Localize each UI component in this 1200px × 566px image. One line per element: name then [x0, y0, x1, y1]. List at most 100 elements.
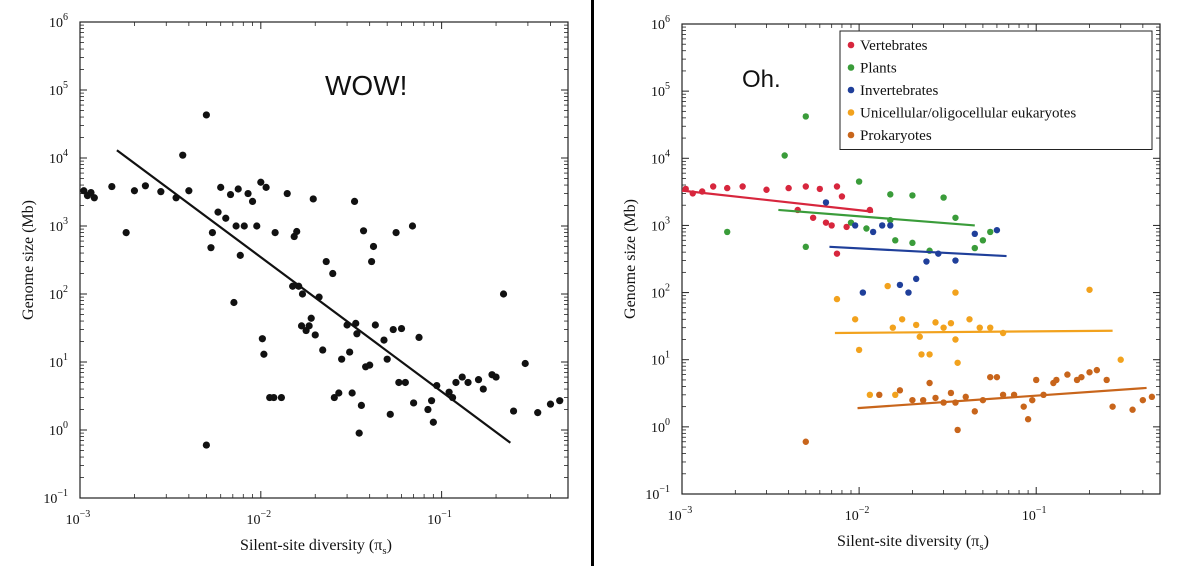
left-data-point — [329, 269, 337, 278]
left-data-point — [521, 359, 529, 368]
prokaryotes-point — [971, 408, 978, 415]
unicellular-oligocellular-eukaryotes-point — [947, 319, 955, 327]
left-data-point — [244, 189, 252, 198]
invertebrates-point — [878, 222, 886, 229]
plants-fit-line — [778, 208, 975, 227]
left-data-point — [305, 322, 313, 330]
right-y-tick-label: 101 — [651, 350, 670, 369]
left-data-point — [371, 321, 379, 329]
vertebrates-point — [816, 185, 824, 193]
vertebrates-point — [709, 183, 717, 190]
left-data-point — [283, 189, 291, 198]
left-data-point — [185, 187, 193, 195]
left-data-point — [322, 257, 330, 266]
left-data-point — [297, 322, 306, 330]
series-prokaryotes — [802, 366, 1156, 445]
vertebrates-point — [843, 223, 850, 231]
left-data-point — [366, 361, 374, 369]
series-invertebrates — [822, 199, 1007, 296]
prokaryotes-point — [1053, 376, 1060, 384]
left-y-tick-label: 10−1 — [43, 488, 68, 507]
prokaryotes-point — [909, 396, 916, 404]
invertebrates-point — [869, 228, 877, 236]
right-x-tick-label: 10−3 — [668, 505, 693, 524]
plants-point — [887, 191, 894, 198]
legend-label: Prokaryotes — [860, 128, 932, 144]
left-data-point — [338, 355, 346, 363]
unicellular-oligocellular-eukaryotes-point — [855, 346, 863, 354]
plants-point — [971, 244, 978, 252]
invertebrates-point — [896, 281, 904, 289]
left-data-point — [202, 111, 210, 119]
left-data-point — [350, 197, 359, 206]
left-data-point — [253, 222, 261, 230]
legend-label: Vertebrates — [860, 38, 928, 54]
left-data-point — [260, 350, 268, 358]
left-data-point — [232, 222, 240, 230]
left-y-tick-label: 106 — [49, 12, 68, 31]
right-axes: 10−1 100 101 102 103 104 105 106 10−3 10−2 10−1 Sil… — [622, 14, 1161, 553]
left-data-point — [217, 183, 225, 191]
left-data-point — [277, 393, 286, 402]
left-data-point — [359, 227, 368, 235]
right-x-axis-label: Silent-site diversity (πs) — [837, 533, 989, 553]
left-data-point — [452, 378, 460, 387]
prokaryotes-point — [947, 389, 955, 397]
plants-point — [987, 228, 994, 236]
left-data-point — [309, 195, 317, 203]
series-unicellular-oligocellular-eukaryotes — [833, 282, 1124, 399]
left-data-point — [458, 373, 466, 381]
left-data-point — [392, 228, 400, 237]
vertebrates-point — [833, 250, 841, 257]
unicellular-oligocellular-eukaryotes-point — [940, 324, 947, 331]
prokaryotes-point — [1109, 403, 1116, 410]
right-y-axis-label: Genome size (Mb) — [622, 199, 639, 319]
series-vertebrates — [681, 183, 874, 257]
left-data-point — [389, 325, 397, 334]
unicellular-oligocellular-eukaryotes-point — [892, 391, 899, 399]
prokaryotes-point — [1078, 373, 1085, 381]
legend-marker — [847, 64, 855, 71]
unicellular-oligocellular-eukaryotes-fit-line — [834, 329, 1113, 335]
left-data-point — [130, 187, 139, 195]
legend-label: Plants — [860, 61, 897, 77]
left-data-point — [415, 333, 423, 342]
left-data-point — [262, 183, 270, 191]
left-data-point — [346, 348, 354, 356]
prokaryotes-point — [1129, 406, 1136, 413]
legend-marker — [847, 86, 855, 94]
invertebrates-point — [923, 258, 930, 265]
prokaryotes-point — [1029, 396, 1036, 404]
legend-label: Unicellular/oligocellular eukaryotes — [860, 106, 1076, 122]
unicellular-oligocellular-eukaryotes-point — [889, 324, 897, 331]
left-data-point — [492, 373, 500, 381]
right-x-tick-label: 10−1 — [1022, 505, 1047, 524]
left-data-point — [207, 244, 215, 252]
prokaryotes-point — [993, 373, 1001, 381]
prokaryotes-point — [1024, 416, 1032, 423]
prokaryotes-point — [987, 373, 994, 381]
vertebrates-point — [785, 184, 792, 192]
prokaryotes-point — [1020, 403, 1027, 410]
left-data-point — [240, 222, 248, 230]
left-data-point — [397, 324, 406, 333]
vertebrates-point — [833, 183, 841, 190]
left-y-axis-label: Genome size (Mb) — [20, 200, 37, 320]
left-data-point — [556, 397, 564, 405]
left-data-point — [357, 401, 365, 410]
left-data-point — [298, 290, 307, 298]
left-y-tick-label: 100 — [49, 420, 68, 439]
plants-point — [909, 239, 916, 247]
left-data-point — [122, 228, 130, 237]
unicellular-oligocellular-eukaryotes-point — [851, 316, 859, 323]
left-x-tick-label: 10−2 — [246, 509, 271, 528]
left-fit-line — [116, 149, 512, 444]
left-data-point — [424, 405, 432, 414]
left-data-point — [534, 409, 542, 417]
unicellular-oligocellular-eukaryotes-point — [1117, 356, 1124, 363]
plants-point — [979, 237, 987, 244]
left-data-point — [222, 214, 230, 222]
prokaryotes-point — [1148, 393, 1156, 401]
left-data-point — [230, 298, 238, 307]
legend-marker — [847, 41, 855, 49]
